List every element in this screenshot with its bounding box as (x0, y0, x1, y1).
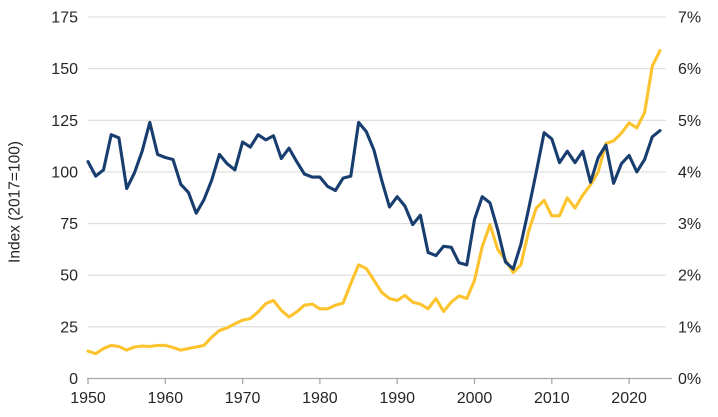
x-axis-tick-label: 1960 (148, 390, 184, 407)
left-axis-tick-label: 25 (60, 319, 78, 336)
percent-share-line (86, 49, 662, 356)
x-axis-tick-label: 2020 (611, 390, 647, 407)
gridlines (88, 16, 666, 328)
x-axis-tick-label: 1990 (379, 390, 415, 407)
left-axis-tick-label: 50 (60, 268, 78, 285)
left-axis-tick-label: 175 (51, 10, 78, 27)
left-axis-tick-label: 0 (69, 371, 78, 388)
right-axis-tick-label: 1% (678, 319, 701, 336)
left-axis-tick-label: 150 (51, 61, 78, 78)
right-axis-tick-label: 5% (678, 113, 701, 130)
x-axis-tick-label: 1980 (302, 390, 338, 407)
right-axis-tick-label: 3% (678, 216, 701, 233)
x-axis-tick-label: 1970 (225, 390, 261, 407)
x-axis-tick-label: 1950 (70, 390, 106, 407)
right-axis-tick-label: 0% (678, 371, 701, 388)
right-axis-tick-label: 7% (678, 10, 701, 27)
left-axis-tick-label: 75 (60, 216, 78, 233)
index-2017-100-line (86, 120, 662, 271)
axes (87, 377, 672, 384)
x-axis-tick-label: 2000 (457, 390, 493, 407)
data-series (86, 49, 662, 356)
right-axis-tick-label: 2% (678, 268, 701, 285)
right-axis-tick-label: 6% (678, 61, 701, 78)
left-axis-tick-label: 100 (51, 164, 78, 181)
axis-labels: 0 0% 25 1% 50 2% 75 3% 100 4% 125 5% 150 6% 175 7% 1950 1… (51, 10, 701, 408)
left-axis-tick-label: 125 (51, 113, 78, 130)
left-axis-title: Index (2017=100) (7, 141, 24, 263)
right-axis-tick-label: 4% (678, 164, 701, 181)
x-axis-tick-label: 2010 (534, 390, 570, 407)
